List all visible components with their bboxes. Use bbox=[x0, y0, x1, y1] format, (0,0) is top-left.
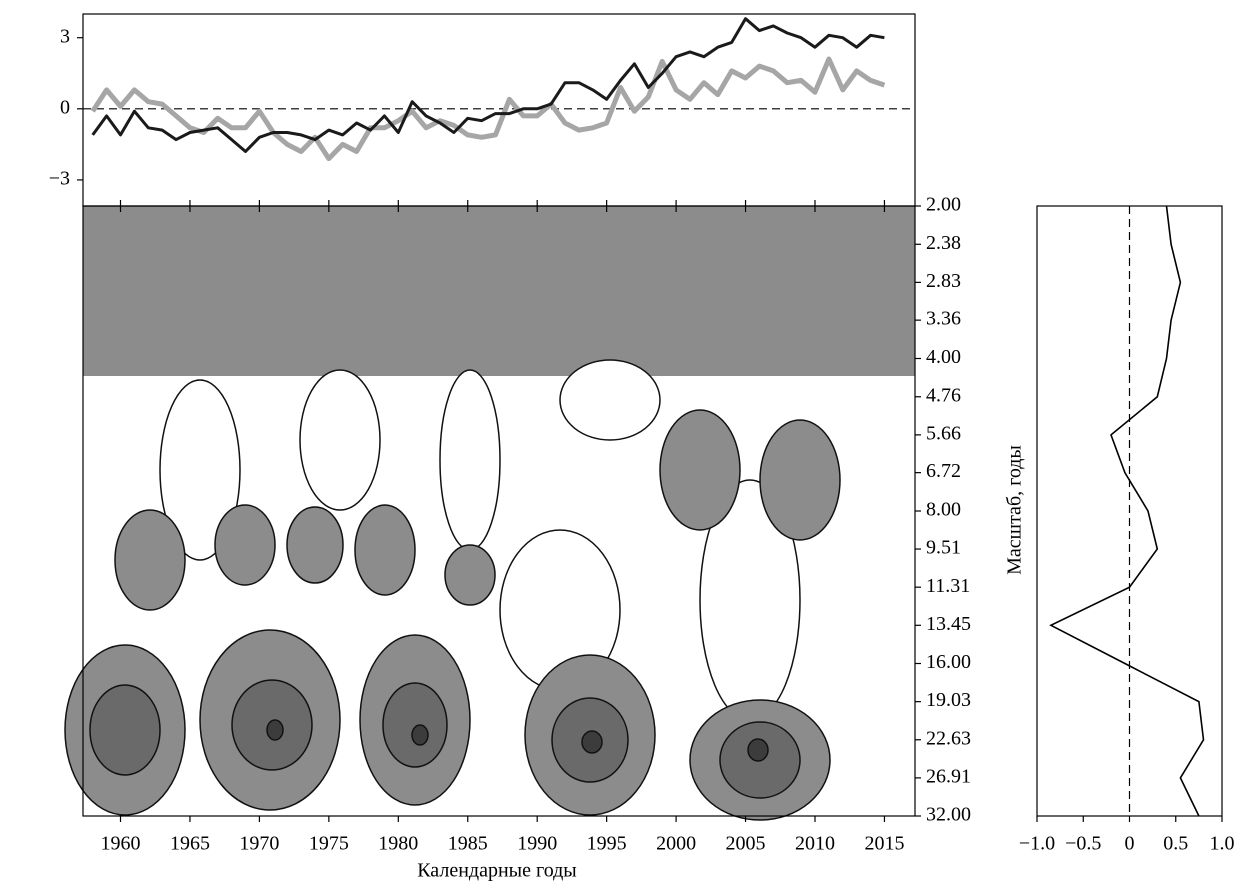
x-tick-label: 1970 bbox=[239, 833, 279, 855]
contour-blob bbox=[114, 509, 186, 611]
contour-blob bbox=[559, 359, 661, 441]
top-frame bbox=[82, 13, 916, 207]
y-tick-label: 2.83 bbox=[926, 270, 961, 292]
x-tick-label: 1995 bbox=[587, 833, 627, 855]
x-tick-label: −0.5 bbox=[1065, 833, 1101, 855]
contour-blob bbox=[659, 409, 741, 531]
x-tick-label: 2000 bbox=[656, 833, 696, 855]
y-tick-label: 3.36 bbox=[926, 308, 961, 330]
x-tick-label: 0.5 bbox=[1163, 833, 1188, 855]
y-tick-label: 19.03 bbox=[926, 689, 971, 711]
contour-blob bbox=[759, 419, 841, 541]
contour-blob bbox=[214, 504, 276, 586]
series-line bbox=[91, 17, 885, 153]
y-tick-label: 2.00 bbox=[926, 194, 961, 216]
contour-blob bbox=[382, 682, 448, 768]
y-tick-label: 13.45 bbox=[926, 613, 971, 635]
x-tick-label: 2010 bbox=[795, 833, 835, 855]
contour-blob bbox=[159, 379, 241, 561]
y-tick-label: 11.31 bbox=[926, 575, 970, 597]
y-tick-label: −3 bbox=[49, 168, 70, 190]
y-tick-label: 3 bbox=[60, 25, 70, 47]
x-tick-label: 1.0 bbox=[1210, 833, 1235, 855]
x-tick-label: 2005 bbox=[726, 833, 766, 855]
y-tick-label: 32.00 bbox=[926, 804, 971, 826]
y-tick-label: 9.51 bbox=[926, 537, 961, 559]
y-tick-label: 16.00 bbox=[926, 651, 971, 673]
x-tick-label: −1.0 bbox=[1019, 833, 1055, 855]
x-tick-label: 1965 bbox=[170, 833, 210, 855]
y-tick-label: 4.00 bbox=[926, 346, 961, 368]
contour-blob bbox=[89, 684, 161, 776]
contour-blob bbox=[444, 544, 496, 606]
x-tick-label: 1985 bbox=[448, 833, 488, 855]
contour-band bbox=[83, 206, 915, 376]
contour-blob bbox=[299, 369, 381, 511]
series-line bbox=[90, 56, 886, 162]
contour-blob bbox=[747, 738, 769, 762]
y-tick-label: 4.76 bbox=[926, 384, 961, 406]
x-tick-label: 1990 bbox=[517, 833, 557, 855]
contour-blob bbox=[354, 504, 416, 596]
y-tick-label: 26.91 bbox=[926, 765, 971, 787]
y-tick-label: 8.00 bbox=[926, 499, 961, 521]
contour-blob bbox=[581, 730, 603, 754]
contour-blob bbox=[286, 506, 344, 584]
contour-blob bbox=[411, 724, 429, 746]
contour-blob bbox=[266, 719, 284, 741]
contour-blob bbox=[439, 369, 501, 551]
x-tick-label: 1975 bbox=[309, 833, 349, 855]
y-axis-label: Масштаб, годы bbox=[1004, 445, 1026, 575]
x-axis-label: Календарные годы bbox=[417, 860, 577, 882]
y-tick-label: 0 bbox=[60, 96, 70, 118]
x-tick-label: 1980 bbox=[378, 833, 418, 855]
x-tick-label: 1960 bbox=[101, 833, 141, 855]
contour-field bbox=[64, 206, 915, 821]
y-tick-label: 2.38 bbox=[926, 232, 961, 254]
x-tick-label: 0 bbox=[1125, 833, 1135, 855]
y-tick-label: 6.72 bbox=[926, 460, 961, 482]
y-tick-label: 5.66 bbox=[926, 422, 961, 444]
y-tick-label: 22.63 bbox=[926, 727, 971, 749]
x-tick-label: 2015 bbox=[864, 833, 904, 855]
profile-line bbox=[1049, 205, 1205, 817]
